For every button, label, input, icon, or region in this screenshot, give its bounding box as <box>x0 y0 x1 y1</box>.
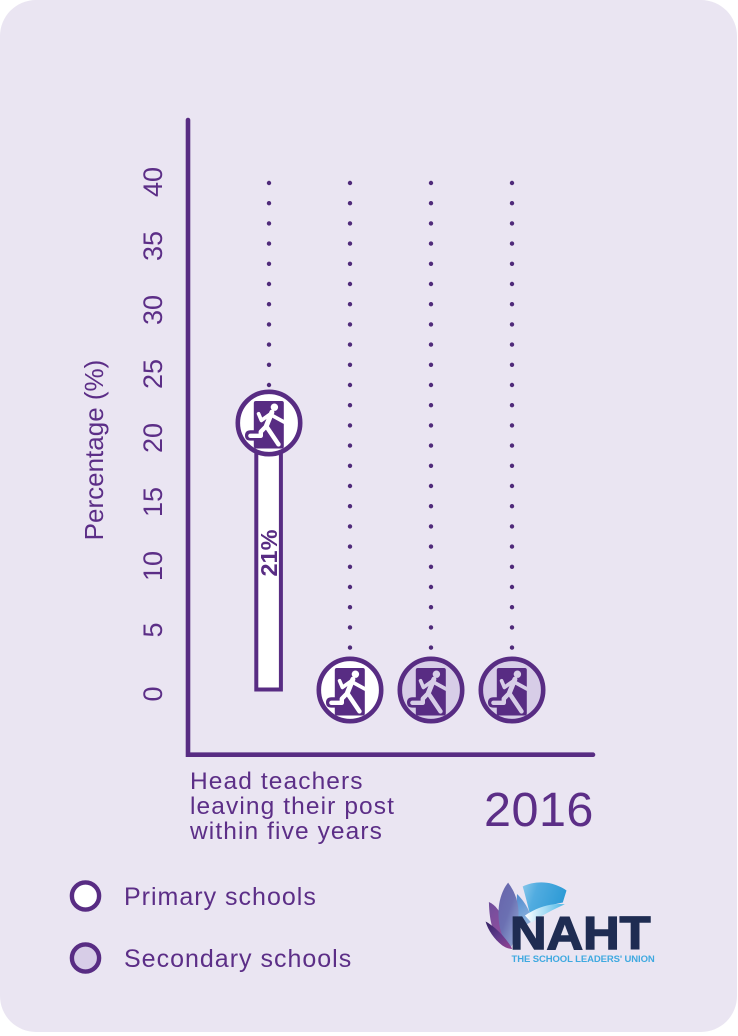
svg-text:NAHT: NAHT <box>510 908 651 959</box>
svg-text:10: 10 <box>138 551 168 581</box>
svg-text:30: 30 <box>138 295 168 325</box>
svg-text:2016: 2016 <box>484 783 594 837</box>
svg-text:25: 25 <box>138 359 168 389</box>
svg-text:THE SCHOOL LEADERS' UNION: THE SCHOOL LEADERS' UNION <box>512 954 655 965</box>
svg-text:Head teachers: Head teachers <box>190 768 364 795</box>
svg-text:Percentage (%): Percentage (%) <box>79 360 109 541</box>
svg-text:Secondary schools: Secondary schools <box>124 945 352 973</box>
svg-text:40: 40 <box>138 167 168 197</box>
svg-text:Primary schools: Primary schools <box>124 883 317 911</box>
svg-text:15: 15 <box>138 487 168 517</box>
svg-text:20: 20 <box>138 423 168 453</box>
svg-text:leaving their post: leaving their post <box>190 793 395 820</box>
svg-text:21%: 21% <box>256 529 282 576</box>
svg-text:5: 5 <box>138 622 168 637</box>
svg-text:35: 35 <box>138 231 168 261</box>
svg-text:within five years: within five years <box>189 818 383 845</box>
svg-text:0: 0 <box>138 686 168 701</box>
